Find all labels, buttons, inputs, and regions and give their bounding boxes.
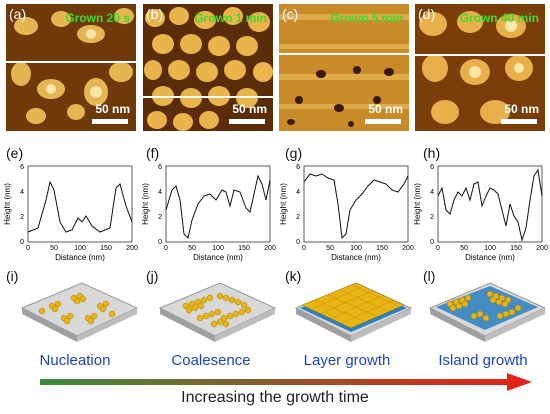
xtick: 0 xyxy=(26,245,30,252)
ytick: 4 xyxy=(430,189,434,196)
xtick: 0 xyxy=(436,245,440,252)
stage-coalescence: Coalesence xyxy=(171,352,251,369)
growth-time-label: Grown 5 min xyxy=(330,11,403,25)
height-profile-g: 0 2 4 6 0 50 100 150 200 Distance (nm) H… xyxy=(279,164,414,262)
scale-bar-label: 50 nm xyxy=(232,102,267,116)
profile-cut-line xyxy=(279,53,409,55)
afm-texture-b xyxy=(143,4,273,131)
profile-label-h: (h) xyxy=(423,145,441,161)
xtick: 150 xyxy=(100,245,112,252)
afm-image-a: (a) Grown 20 s 50 nm xyxy=(6,4,136,131)
growth-time-arrow xyxy=(40,373,532,391)
model-coalescence xyxy=(158,282,277,342)
scale-bar-label: 50 nm xyxy=(504,102,539,116)
model-nucleation xyxy=(20,282,139,342)
afm-image-b: (b) Grown 1 min 50 nm xyxy=(143,4,273,131)
ytick: 6 xyxy=(430,164,434,171)
ytick: 0 xyxy=(158,239,162,246)
x-axis-label: Distance (nm) xyxy=(331,253,381,262)
xtick: 150 xyxy=(238,245,250,252)
ytick: 4 xyxy=(20,189,24,196)
xtick: 100 xyxy=(74,245,86,252)
afm-texture-c xyxy=(279,4,409,131)
profile-cut-line xyxy=(143,96,273,98)
model-layer-growth xyxy=(294,282,413,342)
panel-label: (d) xyxy=(418,6,436,22)
model-label-i: (i) xyxy=(6,268,19,284)
ytick: 0 xyxy=(430,239,434,246)
afm-image-d: (d) Grown 40 min 50 nm xyxy=(415,4,545,131)
ytick: 2 xyxy=(158,214,162,221)
arrow-caption: Increasing the growth time xyxy=(181,389,369,406)
xtick: 200 xyxy=(402,245,414,252)
model-label-l: (l) xyxy=(423,268,436,284)
xtick: 50 xyxy=(188,245,196,252)
xtick: 50 xyxy=(50,245,58,252)
height-profile-e: 0 2 4 6 0 50 100 150 200 Distance (nm) H… xyxy=(3,164,138,262)
y-axis-label: Height (nm) xyxy=(3,183,12,225)
stage-layer-growth: Layer growth xyxy=(303,352,391,369)
profile-cut-line xyxy=(6,61,136,63)
scale-bar-label: 50 nm xyxy=(368,102,403,116)
x-axis-label: Distance (nm) xyxy=(465,253,515,262)
ytick: 2 xyxy=(296,214,300,221)
scale-bar xyxy=(501,119,537,124)
model-label-k: (k) xyxy=(285,268,302,284)
x-axis-label: Distance (nm) xyxy=(193,253,243,262)
y-axis-label: Height (nm) xyxy=(279,183,288,225)
panel-label: (b) xyxy=(146,6,164,22)
growth-time-label: Grown 1 min xyxy=(194,11,267,25)
ytick: 0 xyxy=(20,239,24,246)
scale-bar xyxy=(229,119,265,124)
ytick: 4 xyxy=(296,189,300,196)
xtick: 200 xyxy=(264,245,276,252)
scale-bar xyxy=(365,119,401,124)
xtick: 0 xyxy=(302,245,306,252)
ytick: 6 xyxy=(20,164,24,171)
profile-label-e: (e) xyxy=(6,145,24,161)
height-profile-f: 0 2 4 6 0 50 100 150 200 Distance (nm) H… xyxy=(141,164,276,262)
ytick: 2 xyxy=(430,214,434,221)
ytick: 6 xyxy=(158,164,162,171)
y-axis-label: Height (nm) xyxy=(413,183,422,225)
xtick: 100 xyxy=(212,245,224,252)
height-profile-h: 0 2 4 6 0 50 100 150 200 Distance (nm) H… xyxy=(413,164,548,262)
panel-label: (c) xyxy=(282,6,299,22)
xtick: 0 xyxy=(164,245,168,252)
xtick: 50 xyxy=(460,245,468,252)
panel-label: (a) xyxy=(9,6,27,22)
stage-island-growth: Island growth xyxy=(438,352,528,369)
growth-time-label: Grown 40 min xyxy=(459,11,539,25)
profile-cut-line xyxy=(415,54,545,56)
afm-image-c: (c) Grown 5 min 50 nm xyxy=(279,4,409,131)
xtick: 100 xyxy=(484,245,496,252)
profile-label-f: (f) xyxy=(146,145,160,161)
afm-texture-a xyxy=(6,4,136,131)
x-axis-label: Distance (nm) xyxy=(55,253,105,262)
xtick: 150 xyxy=(376,245,388,252)
ytick: 6 xyxy=(296,164,300,171)
model-island-growth xyxy=(428,282,547,342)
scale-bar-label: 50 nm xyxy=(95,102,130,116)
xtick: 50 xyxy=(326,245,334,252)
model-label-j: (j) xyxy=(146,268,159,284)
xtick: 100 xyxy=(350,245,362,252)
growth-time-label: Grown 20 s xyxy=(65,11,130,25)
scale-bar xyxy=(92,119,128,124)
ytick: 4 xyxy=(158,189,162,196)
xtick: 200 xyxy=(126,245,138,252)
xtick: 150 xyxy=(510,245,522,252)
afm-texture-d xyxy=(415,4,545,131)
profile-label-g: (g) xyxy=(285,145,303,161)
xtick: 200 xyxy=(536,245,548,252)
ytick: 0 xyxy=(296,239,300,246)
ytick: 2 xyxy=(20,214,24,221)
y-axis-label: Height (nm) xyxy=(141,183,150,225)
stage-nucleation: Nucleation xyxy=(39,352,111,369)
